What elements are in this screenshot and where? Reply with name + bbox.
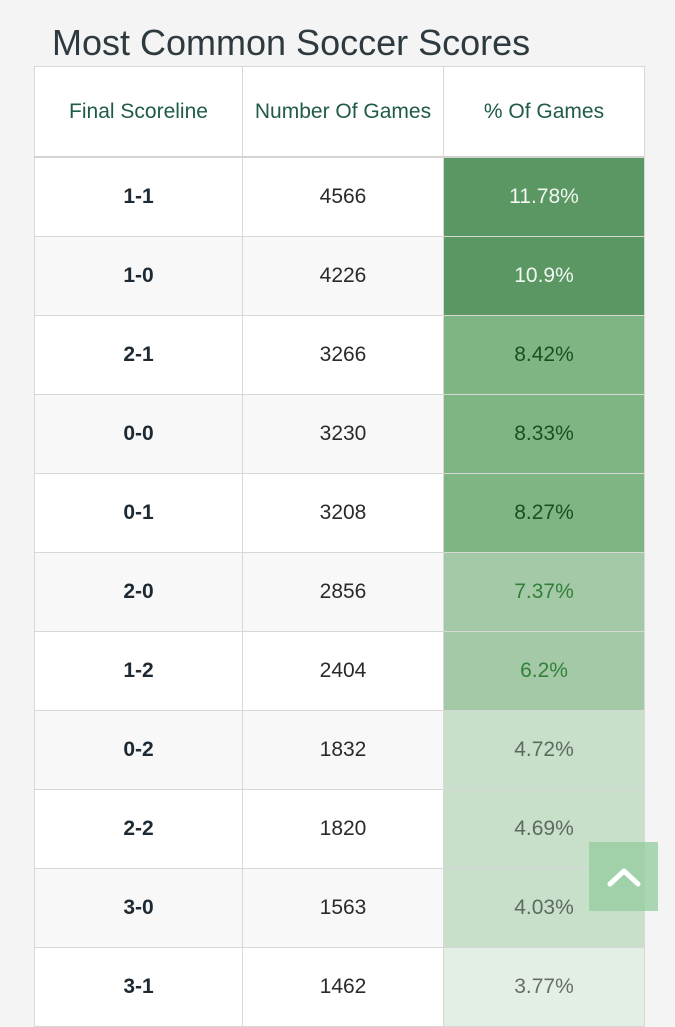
percent-cell: 6.2% — [443, 631, 645, 711]
percent-cell: 7.37% — [443, 552, 645, 632]
table-row: 2-0 2856 7.37% — [34, 552, 645, 632]
table-row: 2-2 1820 4.69% — [34, 789, 645, 869]
scroll-to-top-button[interactable] — [589, 842, 658, 911]
table-row: 2-1 3266 8.42% — [34, 315, 645, 395]
games-cell: 3208 — [242, 473, 444, 553]
scoreline-cell: 3-1 — [34, 947, 243, 1027]
page-title: Most Common Soccer Scores — [52, 22, 531, 63]
games-cell: 3230 — [242, 394, 444, 474]
scoreline-cell: 0-0 — [34, 394, 243, 474]
table-row: 3-0 1563 4.03% — [34, 868, 645, 948]
scoreline-cell: 1-1 — [34, 156, 243, 237]
games-cell: 1832 — [242, 710, 444, 790]
games-cell: 4566 — [242, 156, 444, 237]
header-percent-of-games[interactable]: % Of Games — [443, 66, 645, 158]
table-row: 1-1 4566 11.78% — [34, 156, 645, 237]
scoreline-cell: 2-1 — [34, 315, 243, 395]
table-row: 0-2 1832 4.72% — [34, 710, 645, 790]
games-cell: 3266 — [242, 315, 444, 395]
scoreline-cell: 0-1 — [34, 473, 243, 553]
percent-cell: 11.78% — [443, 156, 645, 237]
table-row: 1-2 2404 6.2% — [34, 631, 645, 711]
percent-cell: 4.69% — [443, 789, 645, 869]
table-row: 3-1 1462 3.77% — [34, 947, 645, 1027]
chevron-up-icon — [607, 867, 641, 887]
table-header-row: Final Scoreline Number Of Games % Of Gam… — [34, 66, 645, 158]
percent-cell: 8.42% — [443, 315, 645, 395]
table-row: 1-0 4226 10.9% — [34, 236, 645, 316]
games-cell: 2856 — [242, 552, 444, 632]
games-cell: 2404 — [242, 631, 444, 711]
header-final-scoreline[interactable]: Final Scoreline — [34, 66, 243, 158]
scoreline-cell: 1-2 — [34, 631, 243, 711]
games-cell: 1563 — [242, 868, 444, 948]
scoreline-cell: 2-2 — [34, 789, 243, 869]
scoreline-cell: 0-2 — [34, 710, 243, 790]
table-row: 0-0 3230 8.33% — [34, 394, 645, 474]
games-cell: 1462 — [242, 947, 444, 1027]
percent-cell: 4.72% — [443, 710, 645, 790]
table-row: 0-1 3208 8.27% — [34, 473, 645, 553]
percent-cell: 3.77% — [443, 947, 645, 1027]
percent-cell: 10.9% — [443, 236, 645, 316]
games-cell: 1820 — [242, 789, 444, 869]
header-number-of-games[interactable]: Number Of Games — [242, 66, 444, 158]
games-cell: 4226 — [242, 236, 444, 316]
scores-table: Final Scoreline Number Of Games % Of Gam… — [34, 66, 645, 1027]
percent-cell: 8.33% — [443, 394, 645, 474]
scoreline-cell: 2-0 — [34, 552, 243, 632]
percent-cell: 8.27% — [443, 473, 645, 553]
scoreline-cell: 1-0 — [34, 236, 243, 316]
scoreline-cell: 3-0 — [34, 868, 243, 948]
